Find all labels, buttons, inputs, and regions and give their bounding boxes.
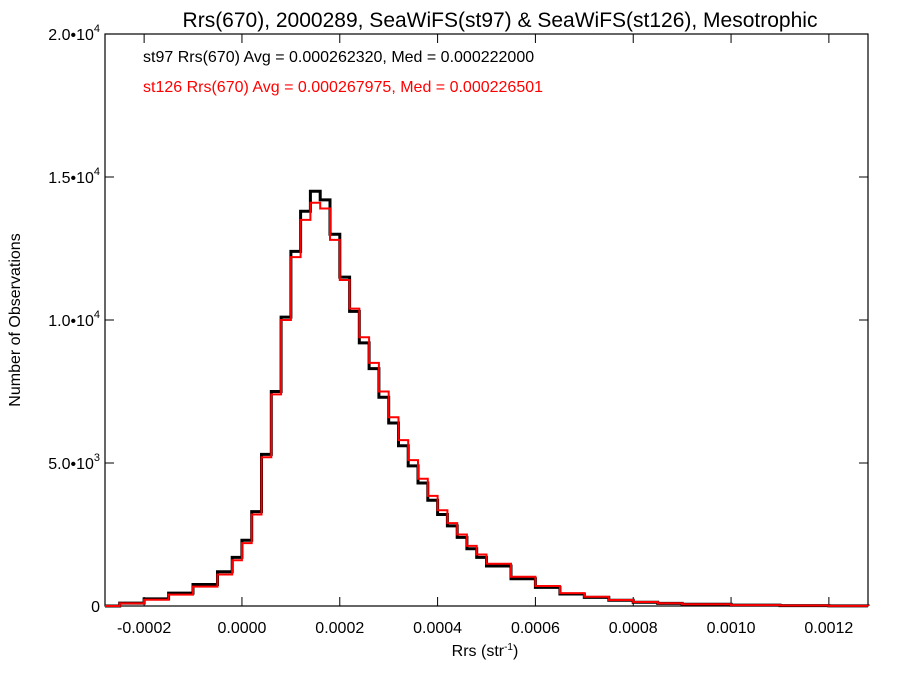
- y-tick-label-base: 5.0•10: [48, 456, 94, 473]
- y-tick-label: 0: [91, 599, 100, 616]
- x-tick-label: 0.0006: [511, 620, 560, 637]
- series-layer: [105, 189, 870, 608]
- y-axis-label: Number of Observations: [7, 233, 24, 406]
- x-tick-label: 0.0012: [804, 620, 853, 637]
- x-tick-label: 0.0004: [413, 620, 462, 637]
- y-tick-label-exp: 4: [94, 309, 100, 321]
- y-tick-label-base: 1.5•10: [48, 170, 94, 187]
- y-tick-label-base: 2.0•10: [48, 27, 94, 44]
- x-axis-label: Rrs (str-1): [452, 642, 519, 660]
- chart-title: Rrs(670), 2000289, SeaWiFS(st97) & SeaWi…: [183, 9, 818, 32]
- x-axis-label-close: ): [513, 643, 518, 660]
- y-tick-label: 1.0•104: [48, 309, 100, 330]
- series-st126-line: [105, 201, 869, 607]
- x-tick-label: 0.0002: [315, 620, 364, 637]
- y-tick-label-exp: 4: [94, 166, 100, 178]
- x-tick-label: -0.0002: [117, 620, 171, 637]
- y-tick-label: 5.0•103: [48, 452, 100, 473]
- axis-ticks: -0.0002 0.0000 0.0002 0.0004 0.0006 0.0008 0.0…: [48, 23, 868, 637]
- y-tick-label: 2.0•104: [48, 23, 100, 44]
- x-tick-label: 0.0010: [707, 620, 756, 637]
- x-axis-label-sup: -1: [504, 642, 513, 653]
- legend-line-st97: st97 Rrs(670) Avg = 0.000262320, Med = 0…: [143, 49, 534, 66]
- y-tick-label-base: 0: [91, 599, 100, 616]
- y-tick-label: 1.5•104: [48, 166, 100, 187]
- plot-frame: [104, 33, 869, 607]
- legend-line-st126: st126 Rrs(670) Avg = 0.000267975, Med = …: [143, 79, 543, 96]
- y-tick-label-base: 1.0•10: [48, 313, 94, 330]
- x-axis-label-main: Rrs (str: [452, 643, 505, 660]
- x-tick-label: 0.0008: [609, 620, 658, 637]
- x-tick-label: 0.0000: [217, 620, 266, 637]
- y-tick-label-exp: 3: [94, 452, 100, 464]
- y-tick-label-exp: 4: [94, 23, 100, 35]
- series-st97-line: [105, 189, 870, 608]
